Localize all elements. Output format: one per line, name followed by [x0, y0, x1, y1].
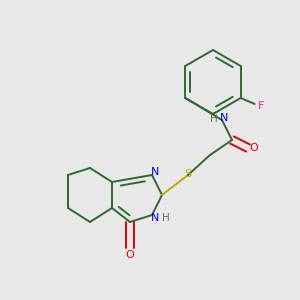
Text: H: H [162, 213, 170, 223]
Text: S: S [184, 169, 192, 179]
Text: N: N [151, 167, 159, 177]
Text: N: N [220, 113, 228, 123]
Text: H: H [210, 114, 218, 124]
Text: N: N [151, 213, 159, 223]
Text: F: F [257, 101, 264, 111]
Text: O: O [126, 250, 134, 260]
Text: O: O [250, 143, 258, 153]
